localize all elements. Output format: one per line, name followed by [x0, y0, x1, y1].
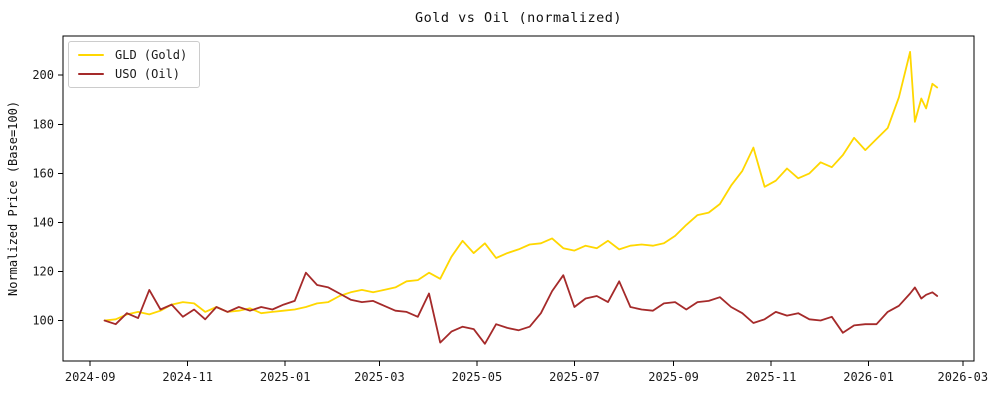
- svg-text:100: 100: [32, 314, 54, 328]
- y-axis-label: Normalized Price (Base=100): [6, 100, 20, 297]
- svg-text:180: 180: [32, 117, 54, 131]
- svg-text:2025-05: 2025-05: [452, 370, 503, 384]
- svg-text:2026-03: 2026-03: [938, 370, 989, 384]
- svg-text:2025-11: 2025-11: [746, 370, 797, 384]
- svg-text:200: 200: [32, 68, 54, 82]
- svg-text:2024-09: 2024-09: [65, 370, 116, 384]
- svg-text:140: 140: [32, 215, 54, 229]
- legend: GLD (Gold) USO (Oil): [68, 41, 201, 88]
- uso-line-swatch: [78, 72, 104, 76]
- svg-text:2025-07: 2025-07: [549, 370, 600, 384]
- svg-text:160: 160: [32, 166, 54, 180]
- svg-text:120: 120: [32, 264, 54, 278]
- svg-text:2025-03: 2025-03: [354, 370, 405, 384]
- svg-text:2026-01: 2026-01: [843, 370, 894, 384]
- legend-label-gld: GLD (Gold): [115, 48, 188, 62]
- svg-text:2025-01: 2025-01: [260, 370, 311, 384]
- legend-item-gld: GLD (Gold): [78, 47, 187, 63]
- svg-text:2024-11: 2024-11: [162, 370, 213, 384]
- legend-item-uso: USO (Oil): [78, 66, 187, 82]
- svg-text:2025-09: 2025-09: [648, 370, 699, 384]
- gld-line-swatch: [78, 53, 104, 57]
- chart-title: Gold vs Oil (normalized): [414, 10, 623, 26]
- legend-label-uso: USO (Oil): [115, 67, 181, 81]
